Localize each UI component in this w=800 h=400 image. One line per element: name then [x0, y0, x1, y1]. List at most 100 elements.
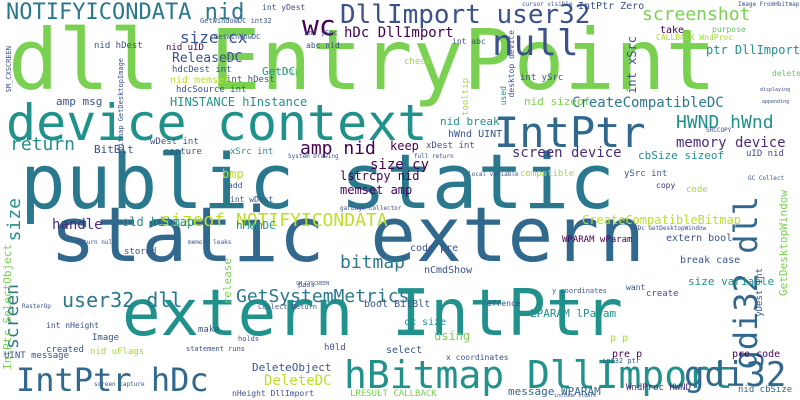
word-memset-amp: memset amp: [340, 183, 413, 197]
word-desktop-device: desktop device: [507, 30, 516, 98]
word-pre-p: pre p: [612, 349, 643, 360]
word-make: make: [198, 325, 220, 335]
word-int-abc: int abc: [452, 37, 486, 46]
word-uid-nid: uID nid: [746, 149, 784, 159]
word-public-static: public static: [20, 137, 615, 226]
word-wparam-wparam: WPARAM wParam: [562, 235, 633, 245]
word-hwnd-hwnd: HWND hWnd: [676, 112, 774, 133]
word-hdcsource-int: hdcSource int: [176, 85, 247, 95]
word-nheight-dllimport: nHeight DllImport: [232, 389, 314, 398]
word-return-null: return null: [76, 239, 116, 246]
word-release: release: [221, 258, 234, 305]
word-extern-intptr: extern IntPtr: [122, 277, 623, 351]
word-sm-cxscreen: SM_CXSCREEN: [5, 46, 13, 93]
word-holds: holds: [238, 335, 260, 343]
word-int-ysrc: int ySrc: [520, 73, 564, 83]
word-collect-return: Collect Return: [258, 303, 318, 311]
word-hdcdest-int: hdcDest int: [172, 65, 232, 75]
word-extern-bool: extern bool: [666, 233, 733, 244]
word-int-yoffset: int ySrc: [304, 29, 338, 37]
word-y-coordinates: y coordinates: [552, 287, 607, 295]
word-screen-capture: screen capture: [94, 381, 145, 388]
word-p-p: p p: [610, 333, 629, 344]
word-image: Image: [92, 333, 120, 343]
word-stored: stored: [124, 247, 157, 257]
word-system-drawing: System Drawing: [288, 153, 339, 160]
word-int-wdest: int wDest: [230, 195, 274, 204]
word-lparam-lparam: LPARAM lParam: [530, 307, 617, 320]
word-getwindowdc-int: GetWindowDC int32: [200, 17, 272, 25]
word-copy: copy: [656, 181, 676, 190]
word-size-cx: size cx: [180, 28, 248, 47]
word-handle: handle: [52, 217, 103, 233]
word-notifyicondata-nid: NOTIFYICONDATA nid: [6, 0, 245, 25]
word-check: check: [404, 57, 432, 67]
word-created: created: [46, 345, 84, 355]
word-deleteobject: DeleteObject: [252, 361, 332, 374]
word-lresult-callback: LRESULT CALLBACK: [350, 389, 437, 399]
word-code: code: [686, 185, 708, 195]
word-refrence: refrence: [482, 299, 521, 308]
word-want: want: [626, 283, 646, 292]
word-getsystemmetrics: GetSystemMetrics: [236, 286, 410, 307]
word-int-xsrc: int xSrc: [625, 36, 639, 94]
word-include-stdafx: include stdafx: [554, 393, 597, 399]
word-wc: wc: [302, 9, 336, 42]
word-srccopy: SRCCOPY: [706, 127, 732, 134]
word-nid-uid: nid uID: [166, 43, 204, 53]
word-intptr-zero: IntPtr Zero: [578, 1, 645, 12]
word-pass: pass: [298, 281, 315, 289]
word-memory-leaks: memory leaks: [188, 239, 232, 246]
word-garbage-collector: garbage collector: [340, 205, 402, 212]
word-amp-msg: amp msg: [56, 95, 103, 108]
word-wdest-int: wDest int: [150, 137, 199, 147]
word-size-variable: size variable: [688, 275, 775, 288]
word-callback-wndproc: CALLBACK WndProc: [656, 33, 734, 42]
word-old-bitmap: old bitmap: [122, 215, 195, 229]
word-xdest-int: xDest int: [426, 141, 475, 151]
word-xsrc-int: xSrc int: [230, 147, 274, 157]
word-tip: tip: [284, 67, 301, 77]
word-deletedc: DeleteDC: [264, 373, 332, 389]
word-nid-sizeof: nid sizeof: [524, 95, 591, 108]
word-getwindowdc: GetWindowDC: [214, 33, 261, 41]
word-cbsize-sizeof: cbSize sizeof: [638, 149, 725, 162]
word-lstrcpy-nid: lstrcpy nid: [340, 169, 420, 183]
word-int-ydest: int yDest: [262, 3, 306, 12]
word-purpose: purpose: [712, 25, 746, 34]
word-cx-size: cx size: [404, 317, 447, 328]
word-hdc-dllimport: hDc DllImport: [344, 25, 454, 41]
word-take: take: [660, 25, 685, 36]
word-device-context: device context: [6, 94, 428, 152]
word-break-case: break case: [680, 255, 741, 266]
word-ptr-dllimport: ptr DllImport: [706, 43, 800, 57]
word-h0ld: h0ld: [324, 343, 346, 353]
word-using: using: [434, 329, 471, 343]
word-int-nheight: int nHeight: [46, 321, 99, 330]
word-cursor-visible: cursor visible: [522, 1, 573, 8]
word-add: add: [228, 181, 243, 190]
word-nid-memset: nid memset: [170, 75, 231, 86]
word-pre-code: pre code: [732, 349, 781, 360]
word-displaying: displaying: [760, 87, 791, 93]
word-nid-hdest: nid hDest: [94, 41, 143, 51]
word-code-pre: code pre: [410, 243, 459, 254]
word-local-variable: local variable: [468, 171, 519, 178]
word-releasedc: ReleaseDC: [172, 51, 243, 66]
word-ysrc-int: ySrc int: [624, 169, 668, 179]
word-size: size: [4, 198, 25, 242]
word-bitmap: bitmap: [340, 252, 406, 273]
word-x-coordinates: x coordinates: [446, 353, 509, 362]
word-int-hdest: int hDest: [226, 75, 275, 85]
word-bitblt: BitBlt: [94, 143, 134, 156]
word-statement-runs: statement runs: [186, 345, 246, 353]
word-screen-device: screen device: [512, 145, 622, 161]
word-wndproc-hwnd: WndProc HWND: [626, 383, 692, 393]
word-int-ptr: int32 ptr: [602, 357, 640, 365]
word-amp-nid: amp nid: [300, 138, 376, 159]
word-message-wparam: message WPARAM: [508, 385, 601, 398]
word-hwnd-uint: hWnd UINT: [448, 129, 503, 140]
word-intptr: IntPtr: [494, 108, 646, 157]
word-sm-cyscreen: SM_CYSCREEN: [296, 281, 330, 287]
